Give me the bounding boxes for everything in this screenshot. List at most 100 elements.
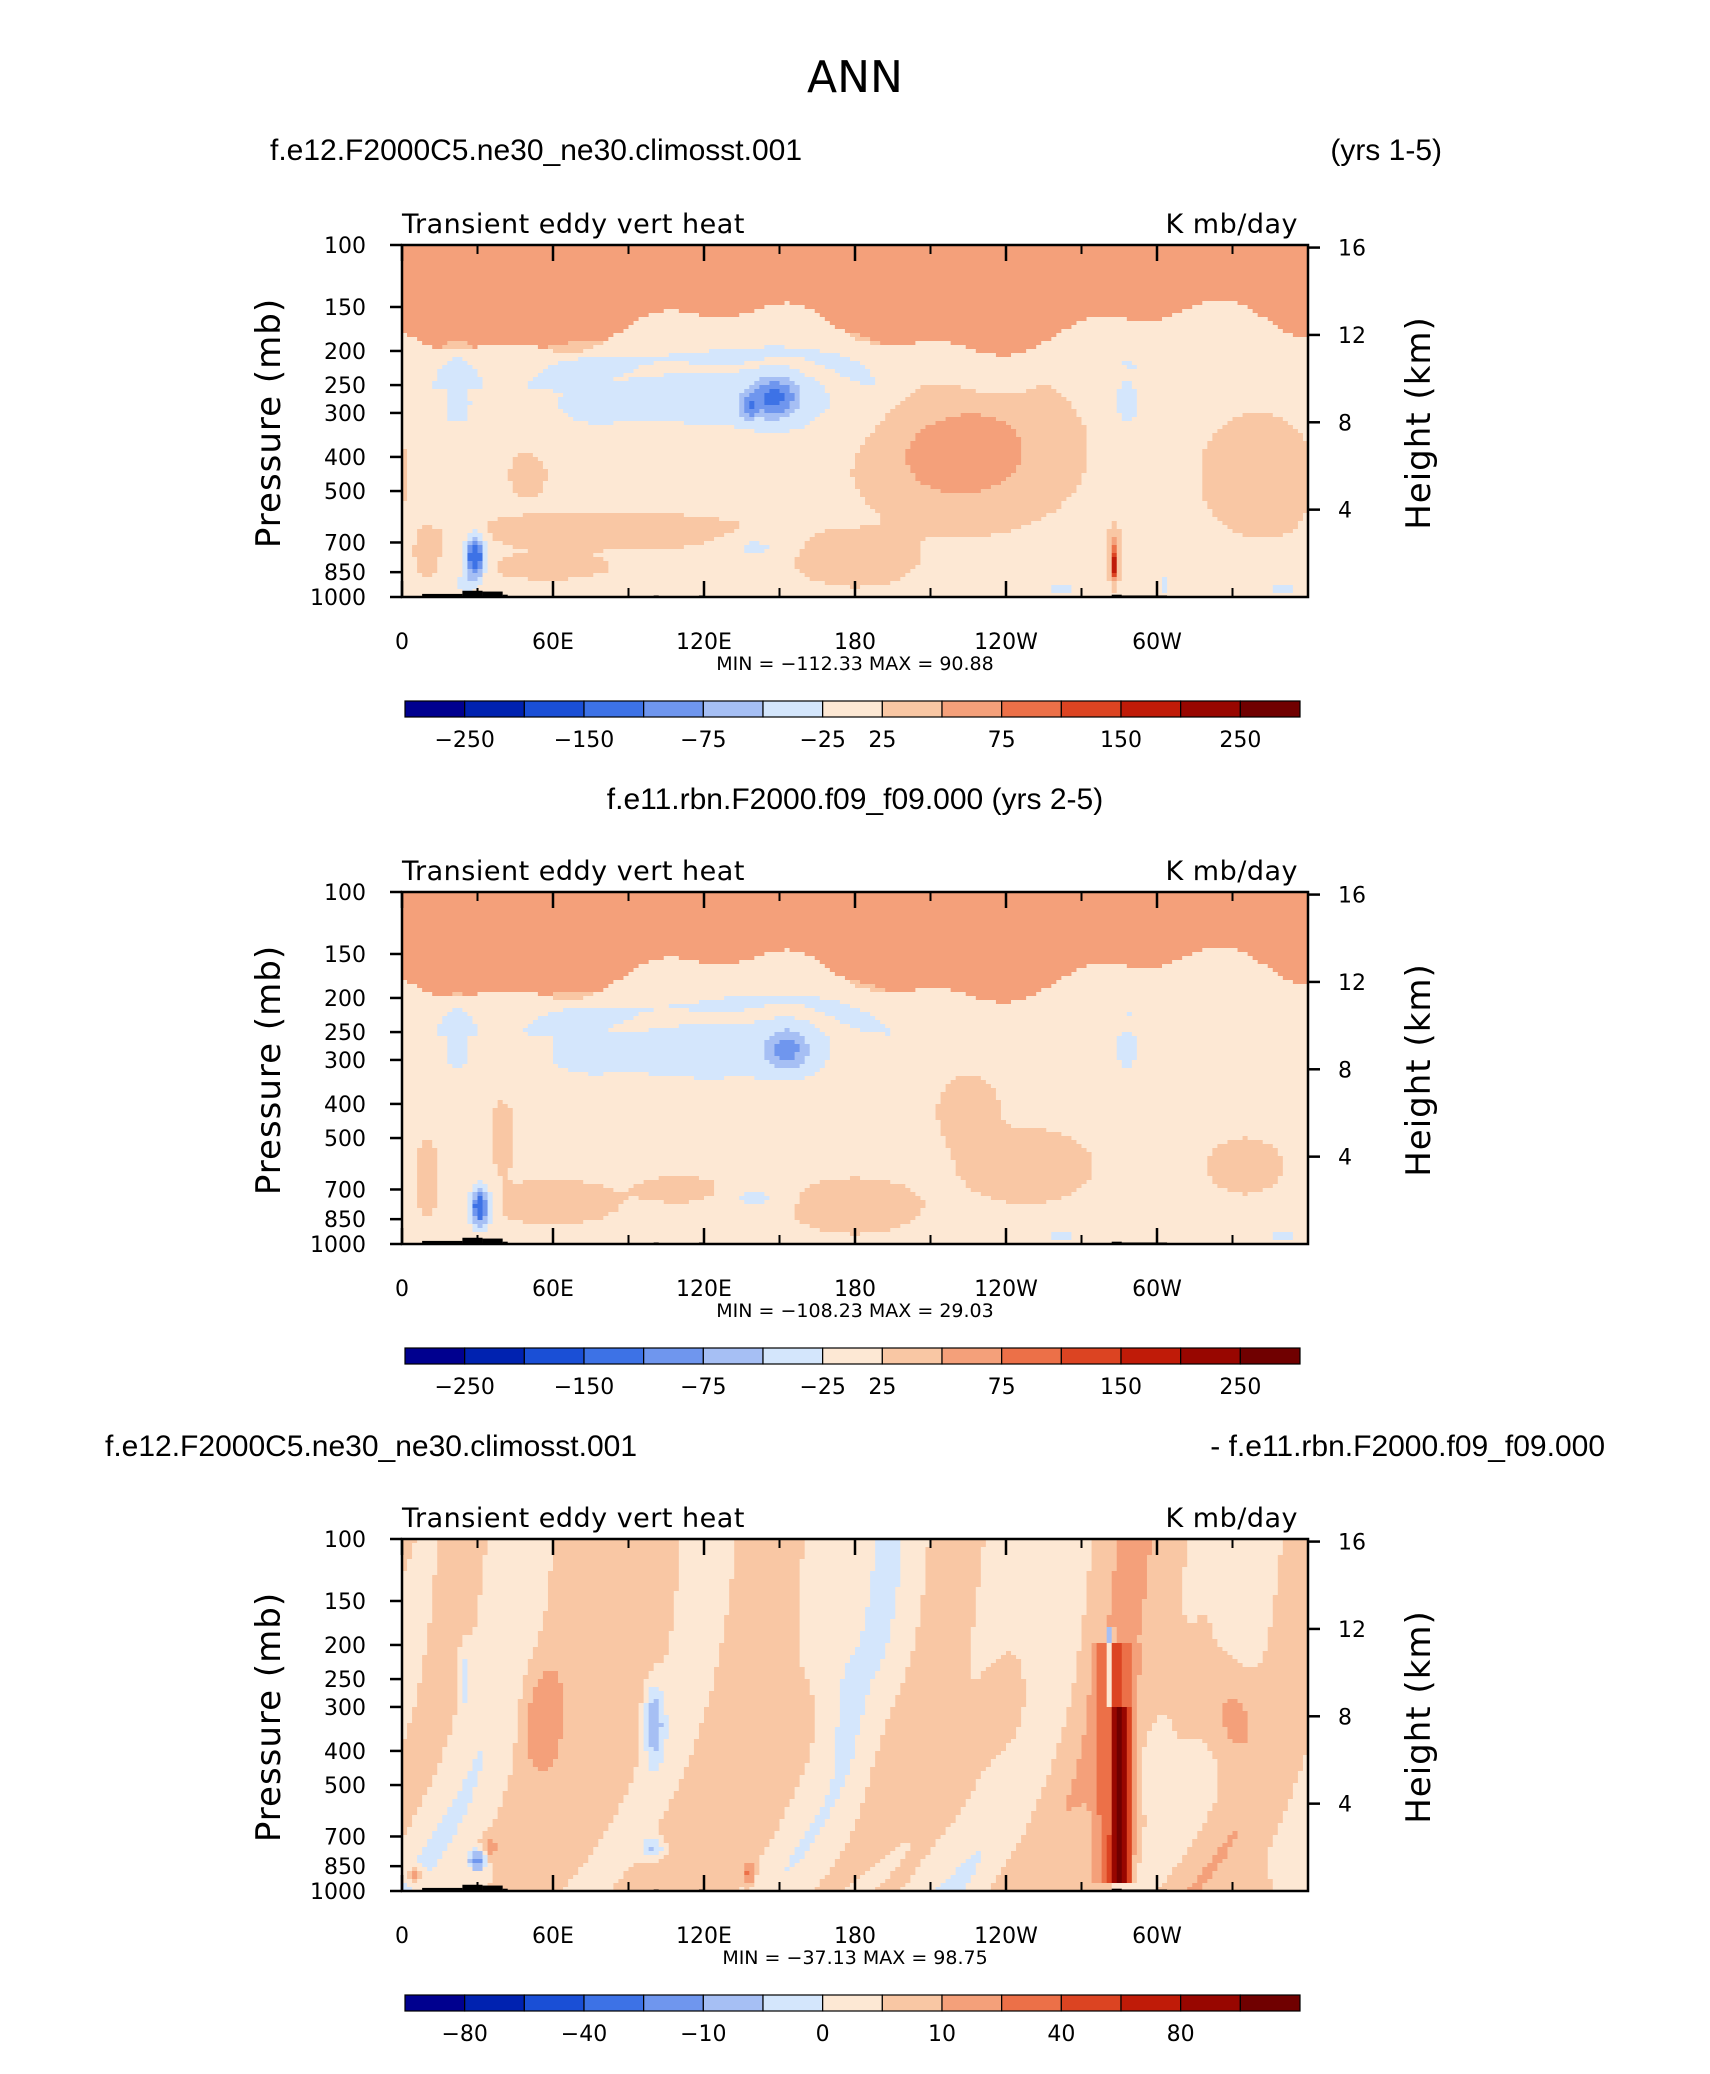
heat-cell — [437, 1863, 469, 1868]
heat-cell — [1136, 1040, 1308, 1045]
heat-cell — [1021, 457, 1088, 462]
heat-cell — [512, 481, 544, 486]
heat-cell — [402, 1827, 408, 1832]
heat-cell — [517, 1719, 529, 1724]
heat-cell — [799, 1032, 826, 1037]
heat-cell — [1227, 1727, 1249, 1732]
heat-cell — [527, 1671, 544, 1676]
heat-cell — [402, 277, 1308, 282]
heat-cell — [870, 988, 886, 993]
colorbar-swatch — [822, 700, 883, 718]
heat-cell — [658, 1719, 670, 1724]
heat-cell — [839, 1723, 861, 1728]
heat-cell — [422, 1875, 494, 1880]
x-tick-label: 0 — [395, 1924, 409, 1949]
heat-cell — [663, 1723, 670, 1728]
heat-cell — [1146, 1591, 1183, 1596]
heat-cell — [704, 1719, 816, 1724]
heat-cell — [1167, 585, 1274, 590]
heat-cell — [537, 373, 625, 378]
heat-cell — [1116, 521, 1224, 526]
heat-cell — [422, 1795, 458, 1800]
heat-cell — [1131, 385, 1308, 390]
heat-cell — [1121, 1727, 1128, 1732]
heat-cell — [930, 1851, 977, 1856]
heat-cell — [1277, 1559, 1308, 1564]
heat-cell — [1282, 1819, 1308, 1824]
heat-cell — [870, 369, 1308, 374]
heat-cell — [422, 1847, 448, 1852]
heat-cell — [724, 1631, 801, 1636]
heat-cell — [1126, 1755, 1133, 1760]
heat-cell — [910, 1879, 947, 1884]
heat-cell — [1287, 1807, 1308, 1812]
heat-cell — [613, 1815, 665, 1820]
heat-cell — [472, 1851, 484, 1856]
heat-cell — [855, 984, 876, 989]
heat-cell — [402, 964, 640, 969]
heat-cell — [779, 1040, 796, 1045]
heat-cell — [1126, 1771, 1133, 1776]
heat-cell — [1136, 1044, 1308, 1049]
heat-cell — [462, 557, 469, 562]
heat-cell — [1232, 529, 1294, 534]
heat-cell — [678, 1571, 735, 1576]
heat-cell — [648, 1671, 715, 1676]
heat-cell — [799, 1064, 826, 1069]
heat-cell — [668, 1731, 700, 1736]
heat-cell — [487, 1184, 504, 1189]
heat-cell — [860, 381, 876, 386]
heat-cell — [764, 1040, 781, 1045]
heat-cell — [1277, 972, 1308, 977]
heat-cell — [1111, 1887, 1158, 1891]
heat-cell — [860, 1631, 891, 1636]
heat-cell — [1136, 1731, 1148, 1736]
heat-cell — [1232, 1843, 1274, 1848]
heat-cell — [1227, 1735, 1249, 1740]
heat-cell — [613, 1024, 680, 1029]
heat-cell — [1182, 1607, 1274, 1612]
heat-cell — [1021, 445, 1088, 450]
colorbar-swatch — [702, 1347, 764, 1365]
heat-cell — [1111, 1787, 1118, 1792]
heat-cell — [492, 1200, 504, 1205]
heat-cell — [970, 1671, 982, 1676]
heat-cell — [1121, 1707, 1128, 1712]
heat-cell — [1116, 1771, 1123, 1776]
heat-cell — [1126, 1831, 1133, 1836]
heat-cell — [1111, 1635, 1118, 1640]
heat-cell — [1086, 441, 1208, 446]
heat-cell — [1101, 1815, 1113, 1820]
heat-cell — [507, 1168, 957, 1173]
heat-cell — [789, 1859, 801, 1864]
x-tick-label: 120W — [974, 1277, 1038, 1302]
heat-cell — [809, 1683, 841, 1688]
heat-cell — [1086, 1707, 1098, 1712]
y-tick-label: 300 — [324, 1696, 366, 1721]
heat-cell — [502, 1803, 620, 1808]
heat-cell — [1136, 1056, 1308, 1061]
heat-cell — [402, 1144, 423, 1149]
heat-cell — [1131, 1679, 1138, 1684]
heat-cell — [1096, 1655, 1108, 1660]
heat-cell — [1192, 305, 1249, 310]
heat-cell — [1136, 1847, 1143, 1852]
heat-cell — [1091, 1671, 1098, 1676]
heat-cell — [628, 377, 760, 382]
heat-cell — [467, 1659, 529, 1664]
heat-cell — [890, 1875, 911, 1880]
heat-cell — [1212, 1875, 1269, 1880]
heat-cell — [910, 465, 1017, 470]
heat-cell — [875, 1887, 901, 1891]
heat-cell — [402, 976, 625, 981]
heat-cell — [1141, 1783, 1218, 1788]
heat-cell — [673, 1615, 725, 1620]
heat-cell — [402, 912, 1308, 917]
heat-cell — [492, 1875, 574, 1880]
heat-cell — [1121, 541, 1308, 546]
heat-cell — [1277, 1583, 1308, 1588]
heat-cell — [1051, 385, 1123, 390]
heat-cell — [1081, 1184, 1218, 1189]
heat-cell — [593, 1851, 645, 1856]
heat-cell — [1116, 1048, 1138, 1053]
